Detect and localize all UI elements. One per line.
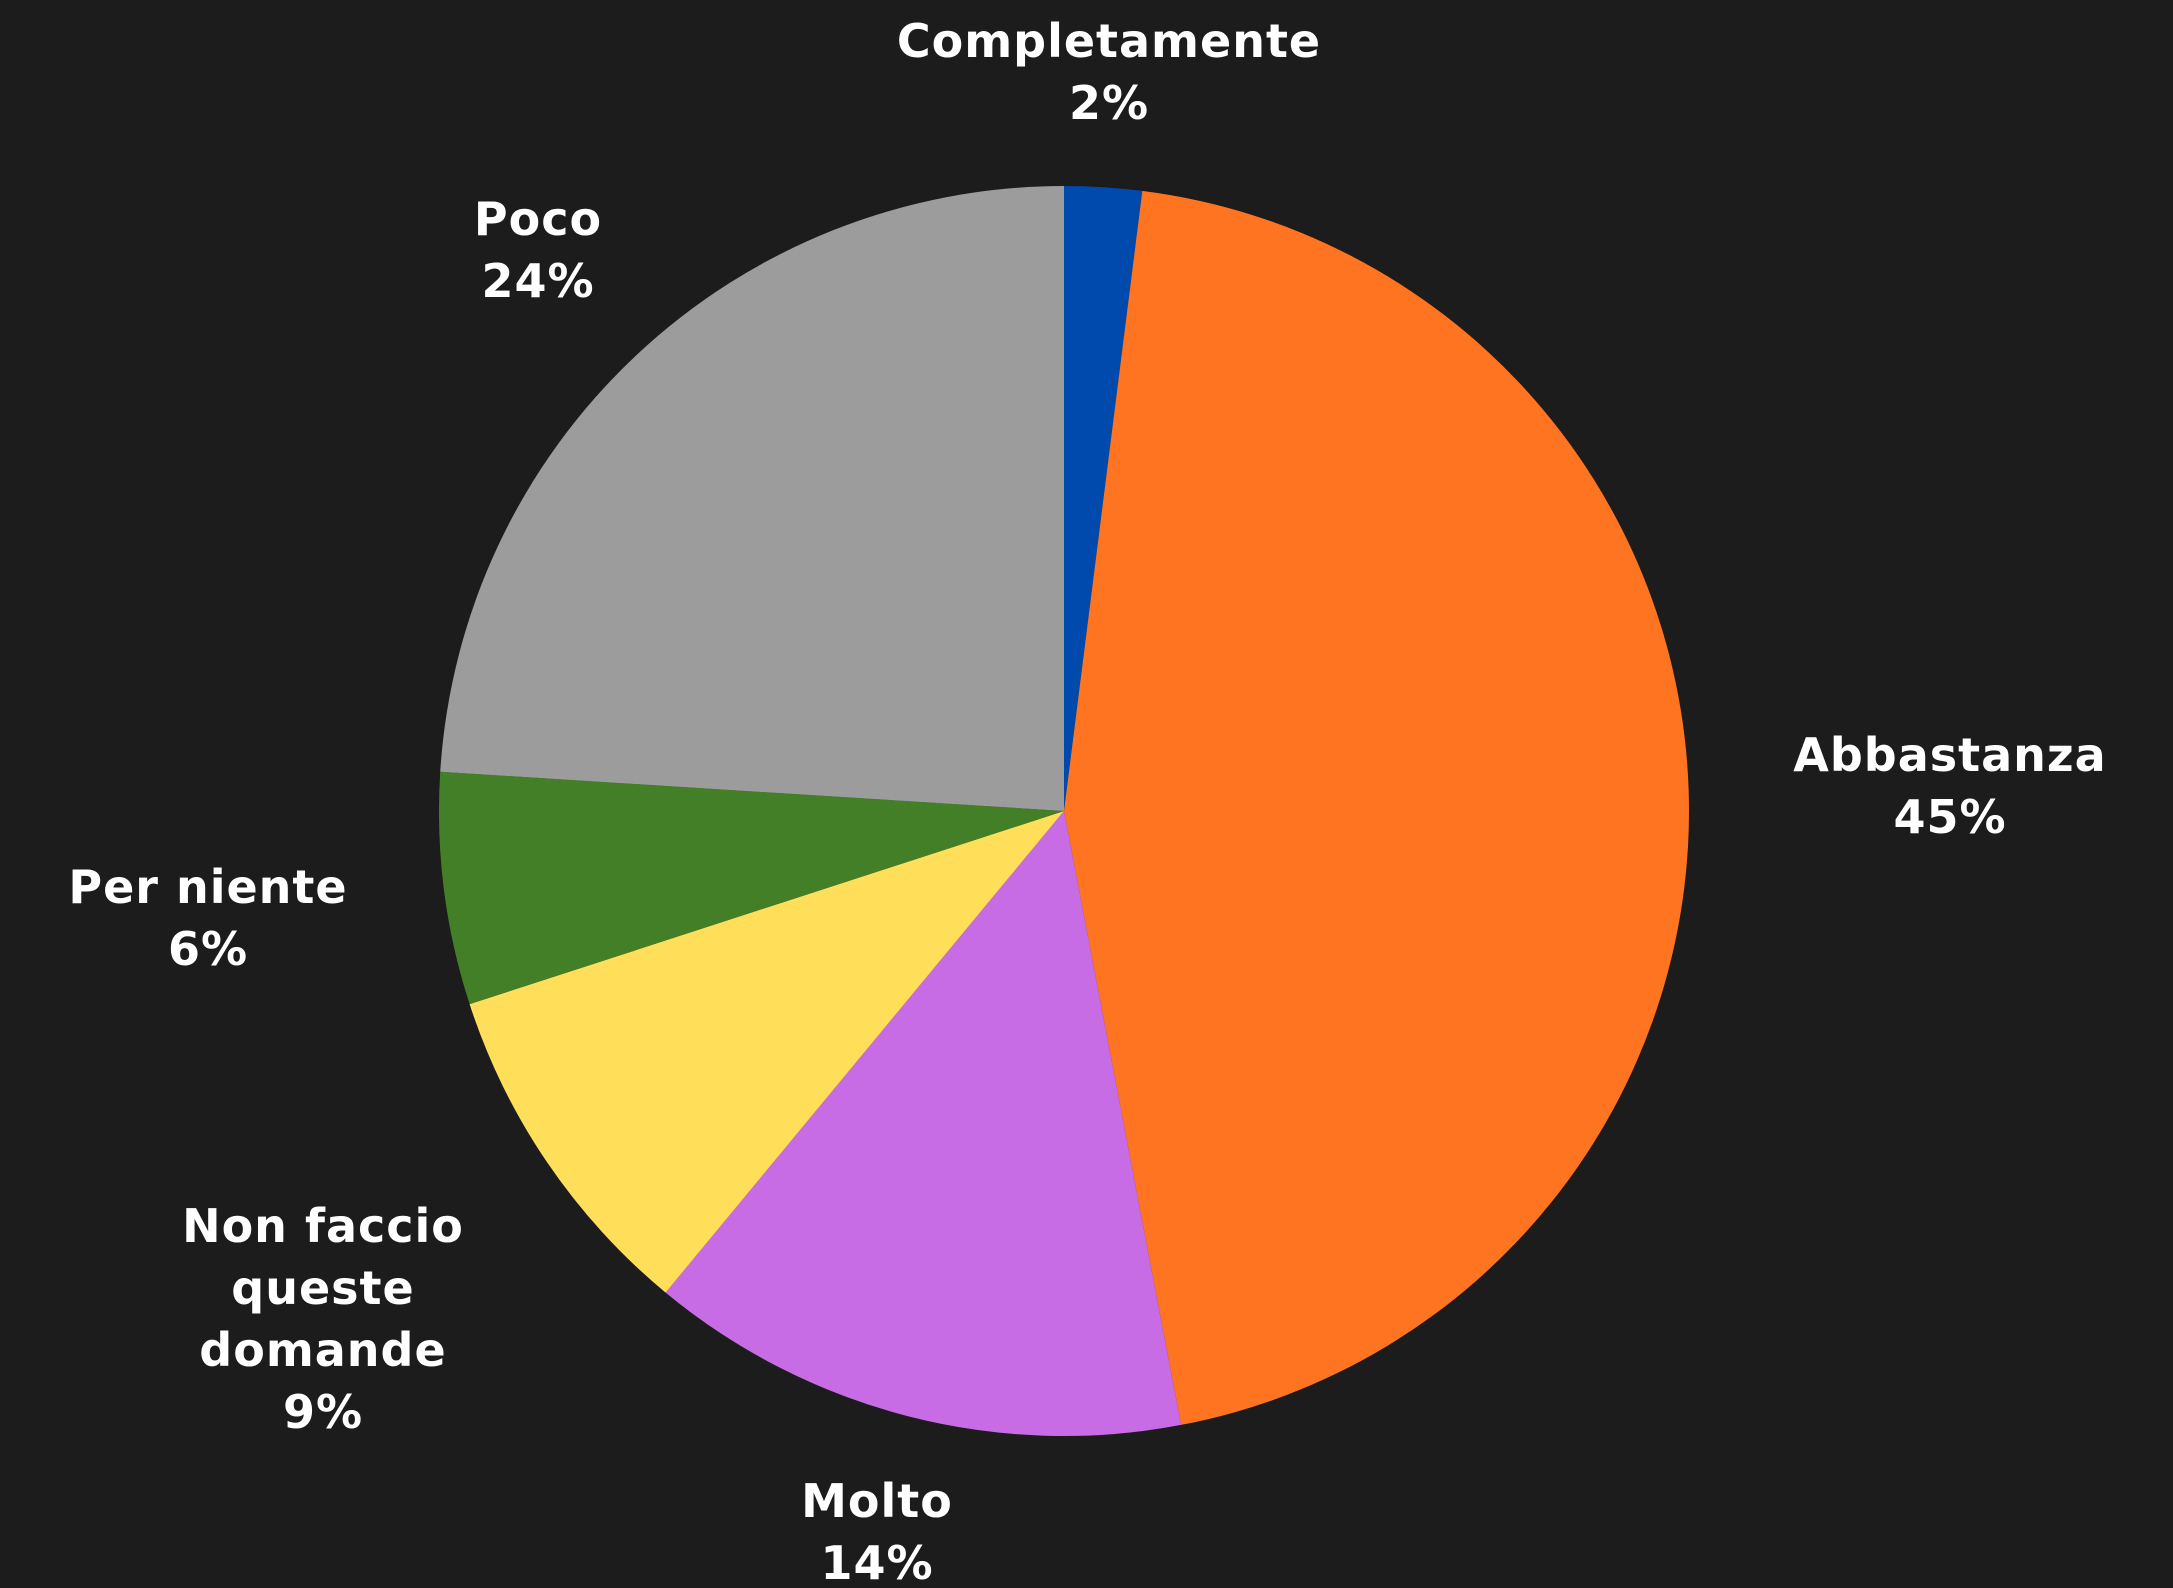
pie-slice: [1064, 186, 1143, 811]
category-label: Molto: [801, 1474, 953, 1528]
slice-label: Completamente 2%: [759, 10, 1459, 134]
category-label: Completamente: [896, 14, 1322, 68]
slice-label: Poco 24%: [338, 188, 738, 312]
slice-label: Per niente 6%: [0, 856, 438, 980]
pie-slice: [438, 771, 1064, 1005]
value-label: 45%: [1893, 790, 2007, 844]
pie-slice: [469, 811, 1064, 1293]
value-label: 9%: [282, 1385, 364, 1439]
category-label: Non faccio queste domande: [182, 1199, 464, 1377]
value-label: 6%: [167, 922, 249, 976]
slice-label: Abbastanza 45%: [1700, 724, 2173, 848]
value-label: 24%: [481, 254, 595, 308]
pie-slice: [1064, 190, 1689, 1425]
slice-label: Non faccio queste domande 9%: [113, 1195, 533, 1443]
category-label: Per niente: [68, 860, 348, 914]
category-label: Poco: [473, 192, 603, 246]
pie-slice: [440, 186, 1065, 811]
pie-slice: [665, 811, 1182, 1436]
value-label: 2%: [1068, 76, 1150, 130]
category-label: Abbastanza: [1793, 728, 2107, 782]
value-label: 14%: [820, 1536, 934, 1588]
slice-label: Molto 14%: [677, 1470, 1077, 1588]
